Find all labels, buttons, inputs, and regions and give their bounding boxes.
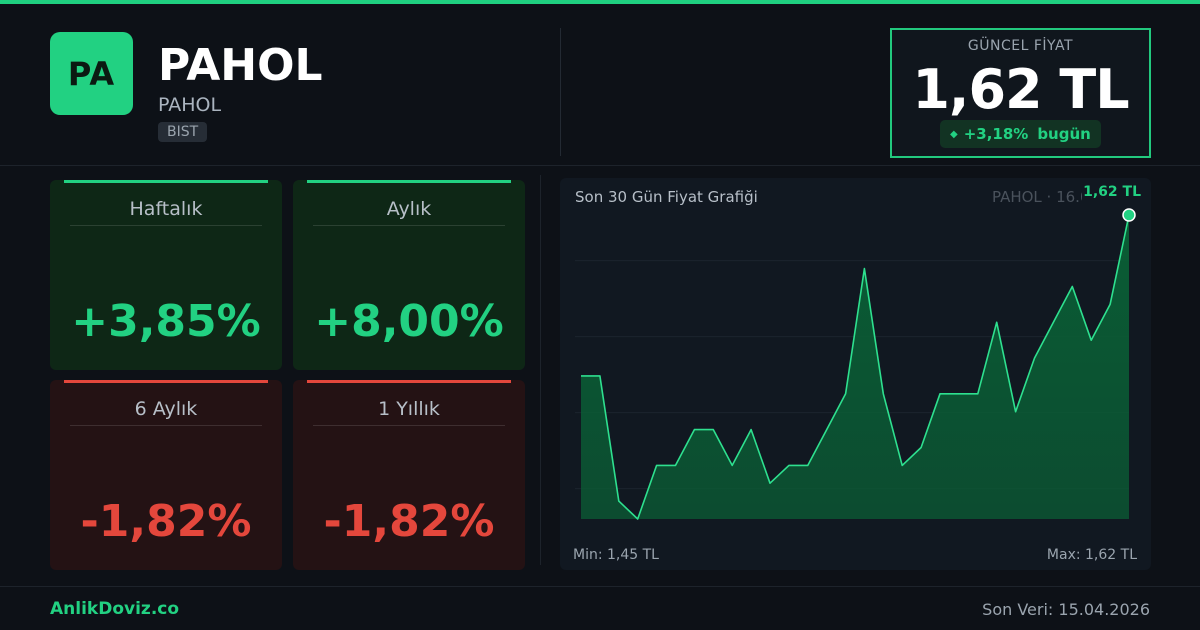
chart-divider — [540, 175, 541, 565]
card-divider — [70, 225, 262, 226]
card-value: -1,82% — [323, 496, 495, 547]
footer-divider — [0, 586, 1200, 587]
ticker-symbol: PAHOL — [158, 40, 323, 91]
stock-logo: PA — [50, 32, 133, 115]
card-label: Haftalık — [129, 198, 203, 220]
card-value: +3,85% — [71, 296, 261, 347]
price-chart: 1,62 TL — [575, 184, 1141, 520]
card-monthly: Aylık +8,00% — [293, 180, 525, 370]
brand-link[interactable]: AnlikDoviz.co — [50, 599, 180, 619]
card-accent-bar — [64, 180, 268, 183]
card-divider — [313, 225, 505, 226]
card-six-month: 6 Aylık -1,82% — [50, 380, 282, 570]
last-data-date: Son Veri: 15.04.2026 — [982, 600, 1150, 619]
price-change-value: +3,18% — [963, 125, 1029, 143]
card-label: 1 Yıllık — [378, 398, 440, 420]
card-value: +8,00% — [314, 296, 504, 347]
card-divider — [70, 425, 262, 426]
card-label: Aylık — [386, 198, 432, 220]
logo-text: PA — [67, 54, 116, 93]
diamond-up-icon: ◆ — [950, 128, 958, 140]
section-divider — [0, 165, 1200, 166]
card-value: -1,82% — [80, 496, 252, 547]
top-accent-bar — [0, 0, 1200, 4]
header-divider — [560, 28, 561, 156]
chart-watermark: PAHOL · 16.04.2026 — [992, 188, 1082, 206]
card-divider — [313, 425, 505, 426]
chart-max-label: Max: 1,62 TL — [1046, 547, 1137, 563]
card-accent-bar — [64, 380, 268, 383]
card-accent-bar — [307, 380, 511, 383]
chart-min-label: Min: 1,45 TL — [573, 547, 659, 563]
price-chart-panel: 1,62 TL Son 30 Gün Fiyat Grafiği PAHOL ·… — [560, 178, 1151, 570]
price-change-suffix: bugün — [1037, 125, 1091, 143]
card-weekly: Haftalık +3,85% — [50, 180, 282, 370]
stock-name: PAHOL — [158, 94, 222, 116]
card-accent-bar — [307, 180, 511, 183]
chart-last-price-label: 1,62 TL — [1083, 184, 1141, 200]
chart-area-fill — [581, 215, 1129, 519]
price-change-badge: ◆ +3,18% bugün — [940, 120, 1101, 148]
exchange-badge: BIST — [158, 122, 208, 142]
chart-title: Son 30 Gün Fiyat Grafiği — [575, 188, 758, 206]
card-label: 6 Aylık — [134, 398, 198, 420]
card-one-year: 1 Yıllık -1,82% — [293, 380, 525, 570]
current-price-box: GÜNCEL FİYAT 1,62 TL ◆ +3,18% bugün — [890, 28, 1151, 158]
chart-last-point-marker — [1122, 208, 1136, 222]
current-price-label: GÜNCEL FİYAT — [967, 38, 1074, 54]
current-price-value: 1,62 TL — [912, 58, 1129, 121]
chart-series-line — [581, 214, 1130, 520]
